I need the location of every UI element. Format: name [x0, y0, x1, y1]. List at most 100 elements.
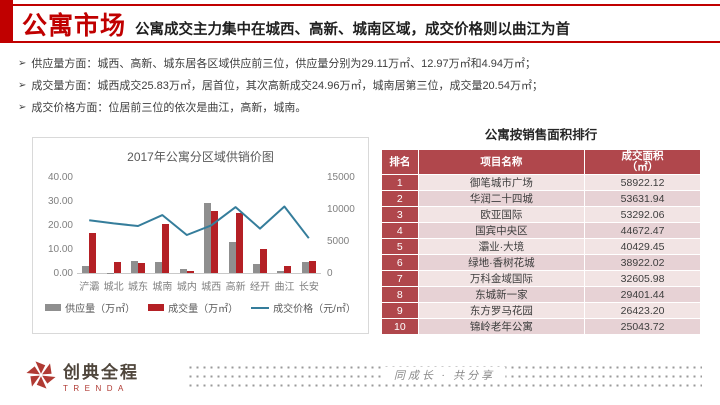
legend-label: 成交价格（元/㎡） [273, 304, 356, 315]
rank-cell: 9 [382, 303, 418, 318]
legend-bar-swatch [45, 304, 62, 311]
supply-bar [179, 269, 187, 273]
project-name-cell: 灞业·大境 [418, 239, 585, 254]
supply-bar [253, 263, 260, 273]
project-name-cell: 国宾中央区 [418, 223, 585, 238]
legend-item: 供应量（万㎡） [45, 300, 135, 315]
table-row: 6 绿地·香树花城 38922.02 [382, 255, 700, 270]
header-underline [0, 41, 720, 43]
project-name-cell: 东城新一家 [418, 287, 585, 302]
y-axis-tick-left: 20.00 [47, 220, 73, 231]
table-row: 8 东城新一家 29401.44 [382, 287, 700, 302]
legend-item: 成交量（万㎡） [148, 300, 238, 315]
legend-label: 成交量（万㎡） [168, 304, 239, 315]
chart-plot-area [77, 178, 321, 274]
table-row: 2 华润二十四城 53631.94 [382, 191, 700, 206]
area-cell: 53292.06 [585, 207, 700, 222]
sales-bar [260, 249, 267, 273]
sales-bar [113, 261, 121, 273]
rank-cell: 1 [382, 175, 418, 190]
x-axis-label: 高新 [225, 282, 246, 293]
area-cell: 25043.72 [585, 319, 700, 334]
bullet-text: 成交量方面：城西成交25.83万㎡，居首位，其次高新成交24.96万㎡，城南居第… [31, 80, 543, 92]
y-axis-tick-right: 10000 [327, 204, 355, 215]
top-accent-line [13, 4, 720, 6]
bullet-supply: ➢ 供应量方面：城西、高新、城东居各区域供应前三位，供应量分别为29.11万㎡、… [18, 53, 708, 75]
pinwheel-logo-icon [26, 361, 56, 389]
area-cell: 26423.20 [585, 303, 700, 318]
logo-text-block: 创典全程 TRENDA [63, 358, 139, 393]
table-row: 10 锦岭老年公寓 25043.72 [382, 319, 700, 334]
supply-bar [204, 203, 212, 273]
page-subtitle: 公寓成交主力集中在城西、高新、城南区域，成交价格则以曲江为首 [135, 22, 571, 38]
area-cell: 29401.44 [585, 287, 700, 302]
project-name-cell: 御笔城市广场 [418, 175, 585, 190]
project-name-cell: 欧亚国际 [418, 207, 585, 222]
legend-item: 成交价格（元/㎡） [251, 300, 356, 315]
area-cell: 40429.45 [585, 239, 700, 254]
supply-bar [155, 261, 163, 273]
arrow-bullet-icon: ➢ [18, 102, 27, 113]
sales-bar [89, 233, 97, 273]
table-row: 5 灞业·大境 40429.45 [382, 239, 700, 254]
chart-x-axis-labels: 浐灞 城北 城东 城南 城内 城西 高新 经开 曲江 长安 [77, 278, 321, 293]
bullet-text: 成交价格方面：位居前三位的依次是曲江，高新，城南。 [31, 102, 307, 114]
header-rank: 排名 [382, 150, 418, 174]
area-cell: 58922.12 [585, 175, 700, 190]
bullet-sales: ➢ 成交量方面：城西成交25.83万㎡，居首位，其次高新成交24.96万㎡，城南… [18, 75, 708, 97]
rank-cell: 8 [382, 287, 418, 302]
supply-bar [131, 261, 138, 273]
y-axis-tick-right: 0 [327, 268, 333, 279]
supply-bar [82, 265, 90, 273]
supply-bar [228, 241, 236, 273]
area-cell: 32605.98 [585, 271, 700, 286]
sales-bar [284, 265, 292, 273]
project-name-cell: 万科金域国际 [418, 271, 585, 286]
rank-cell: 7 [382, 271, 418, 286]
ranking-table-panel: 公寓按销售面积排行 排名 项目名称 成交面积 （㎡） 1 御笔城市广场 58922.… [381, 124, 701, 335]
project-name-cell: 锦岭老年公寓 [418, 319, 585, 334]
rank-cell: 6 [382, 255, 418, 270]
sales-bar [162, 223, 170, 273]
y-axis-tick-left: 40.00 [47, 172, 73, 183]
dotted-divider: 同成长 · 共分享 [187, 362, 702, 388]
table-row: 1 御笔城市广场 58922.12 [382, 175, 700, 190]
x-axis-label: 城西 [201, 282, 222, 293]
corner-accent-block [0, 0, 13, 43]
sales-bar [186, 271, 194, 273]
x-axis-label: 城东 [128, 282, 149, 293]
header-area: 成交面积 （㎡） [585, 150, 700, 174]
supply-sales-price-chart: 2017年公寓分区域供销价图 0.00 10.00 20.00 30.00 40.00 0… [32, 137, 369, 334]
rank-cell: 5 [382, 239, 418, 254]
area-cell: 44672.47 [585, 223, 700, 238]
footer-slogan: 同成长 · 共分享 [383, 367, 506, 383]
x-axis-label: 浐灞 [79, 282, 100, 293]
bullet-text: 供应量方面：城西、高新、城东居各区域供应前三位，供应量分别为29.11万㎡、12… [31, 58, 537, 70]
sales-bar [211, 211, 219, 273]
header-project-name: 项目名称 [418, 150, 585, 174]
logo-name-en: TRENDA [63, 383, 129, 393]
rank-cell: 10 [382, 319, 418, 334]
header-area-line2: （㎡） [626, 161, 659, 173]
bullet-price: ➢ 成交价格方面：位居前三位的依次是曲江，高新，城南。 [18, 97, 708, 119]
table-row: 9 东方罗马花园 26423.20 [382, 303, 700, 318]
table-title: 公寓按销售面积排行 [484, 128, 598, 142]
header-area-line1: 成交面积 [621, 150, 664, 162]
x-axis-label: 曲江 [274, 282, 295, 293]
table-row: 3 欧亚国际 53292.06 [382, 207, 700, 222]
y-axis-tick-left: 10.00 [47, 244, 73, 255]
project-name-cell: 东方罗马花园 [418, 303, 585, 318]
supply-bar [277, 271, 285, 273]
rank-cell: 3 [382, 207, 418, 222]
y-axis-tick-left: 30.00 [47, 196, 73, 207]
sales-bar [235, 213, 243, 273]
arrow-bullet-icon: ➢ [18, 58, 27, 69]
ranking-table: 排名 项目名称 成交面积 （㎡） 1 御笔城市广场 58922.12 2 华润二十四城… [381, 149, 701, 335]
y-axis-tick-right: 15000 [327, 172, 355, 183]
x-axis-label: 经开 [250, 282, 271, 293]
company-logo: 创典全程 TRENDA [24, 358, 139, 393]
project-name-cell: 绿地·香树花城 [418, 255, 585, 270]
table-row: 4 国宾中央区 44672.47 [382, 223, 700, 238]
x-axis-label: 城内 [176, 282, 197, 293]
